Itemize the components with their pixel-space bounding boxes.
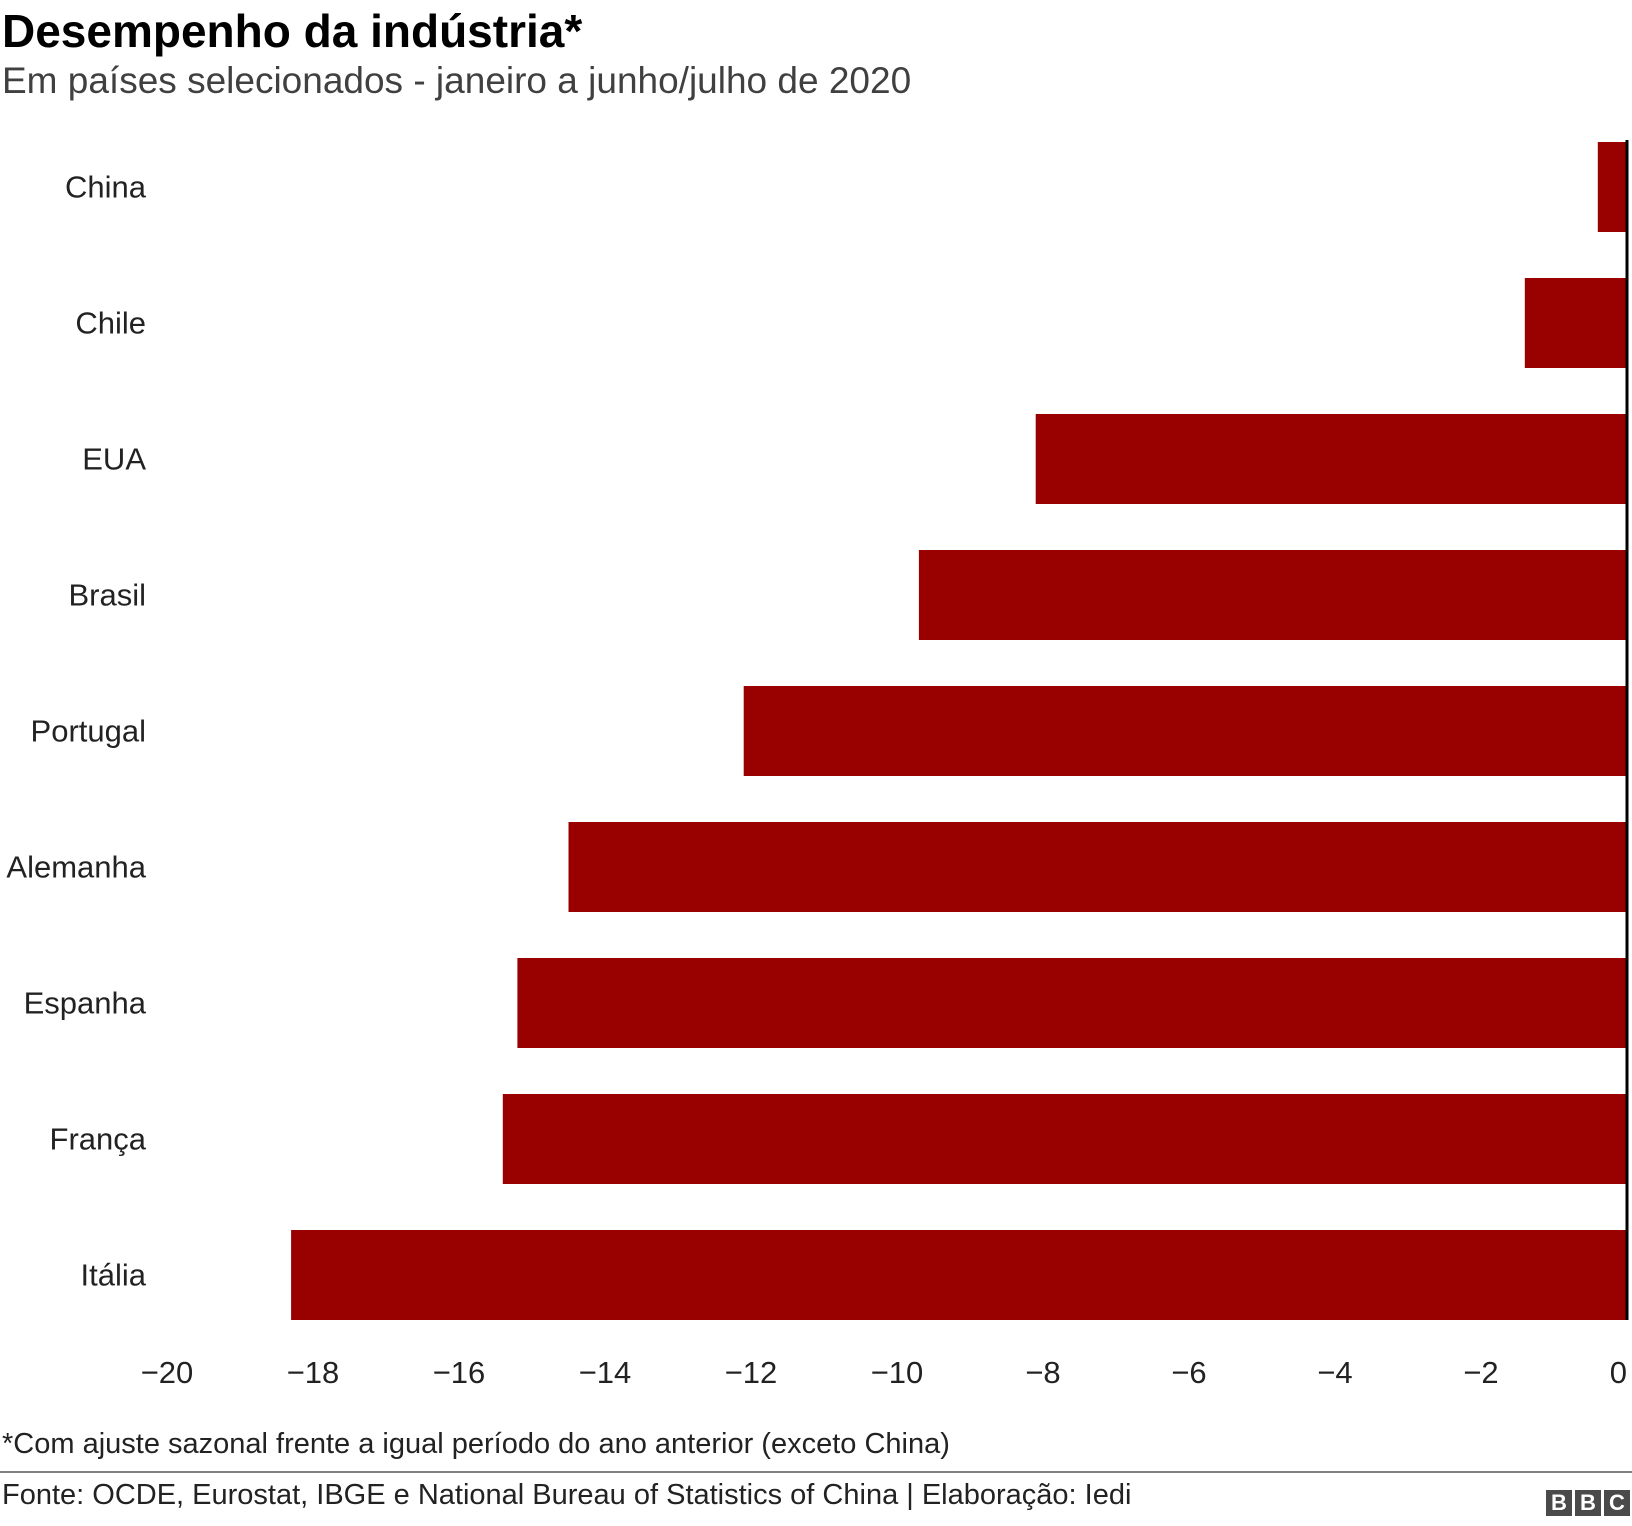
x-tick-label: −4 [1317, 1355, 1352, 1390]
category-label: Itália [81, 1258, 147, 1293]
category-label: China [65, 170, 147, 205]
bars-group [291, 142, 1628, 1320]
category-label: Portugal [31, 714, 146, 749]
category-label: EUA [82, 442, 146, 477]
bar-chile [1524, 278, 1627, 368]
bar-alemanha [568, 822, 1627, 912]
chart-subtitle: Em países selecionados - janeiro a junho… [2, 60, 912, 101]
bar-chart: China Chile EUA Brasil Portugal Alemanha Espan… [6, 140, 1629, 1390]
x-tick-label: −20 [141, 1355, 194, 1390]
category-label: Alemanha [6, 850, 146, 885]
x-tick-label: −10 [871, 1355, 924, 1390]
bar-china [1597, 142, 1627, 232]
x-tick-label: −18 [287, 1355, 340, 1390]
x-tick-label: −16 [433, 1355, 486, 1390]
x-tick-label: 0 [1610, 1355, 1627, 1390]
category-label: Chile [75, 306, 146, 341]
logo-letter: C [1604, 1490, 1630, 1516]
bar-brasil [918, 550, 1627, 640]
x-tick-label: −6 [1171, 1355, 1206, 1390]
bar-italia [291, 1230, 1628, 1320]
category-label: Espanha [24, 986, 147, 1021]
bar-portugal [743, 686, 1627, 776]
bar-espanha [517, 958, 1627, 1048]
chart-title: Desempenho da indústria* [2, 5, 583, 57]
x-tick-label: −2 [1463, 1355, 1498, 1390]
bar-eua [1035, 414, 1627, 504]
x-tick-label: −14 [579, 1355, 632, 1390]
bbc-logo: B B C [1546, 1490, 1630, 1516]
x-tick-label: −12 [725, 1355, 778, 1390]
x-tick-label: −8 [1025, 1355, 1060, 1390]
logo-letter: B [1575, 1490, 1601, 1516]
category-labels-group: China Chile EUA Brasil Portugal Alemanha Espan… [6, 170, 146, 1293]
footer-divider [0, 1471, 1632, 1473]
logo-letter: B [1546, 1490, 1572, 1516]
tick-labels-group: −20 −18 −16 −14 −12 −10 −8 −6 −4 −2 0 [141, 1355, 1627, 1390]
footnote: *Com ajuste sazonal frente a igual perío… [2, 1428, 950, 1460]
source-note: Fonte: OCDE, Eurostat, IBGE e National B… [2, 1479, 1132, 1511]
category-label: Brasil [68, 578, 146, 613]
bar-franca [502, 1094, 1627, 1184]
category-label: França [50, 1122, 147, 1157]
